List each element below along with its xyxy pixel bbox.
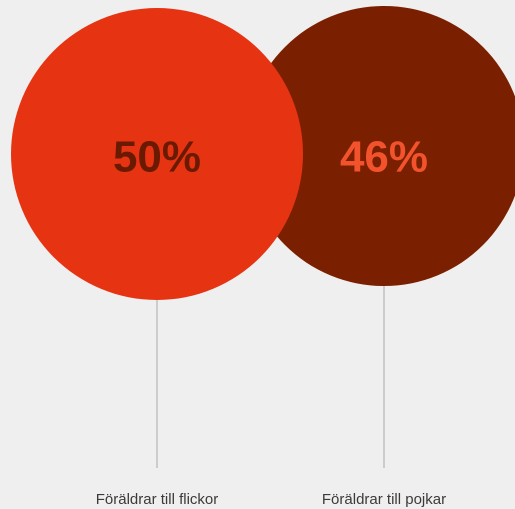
bubble [244, 6, 515, 286]
category-label: Föräldrar till flickor [96, 491, 219, 508]
value-label: 50% [113, 133, 201, 182]
bubble [11, 8, 303, 300]
category-label: Föräldrar till pojkar [322, 491, 446, 508]
value-label: 46% [340, 133, 428, 182]
